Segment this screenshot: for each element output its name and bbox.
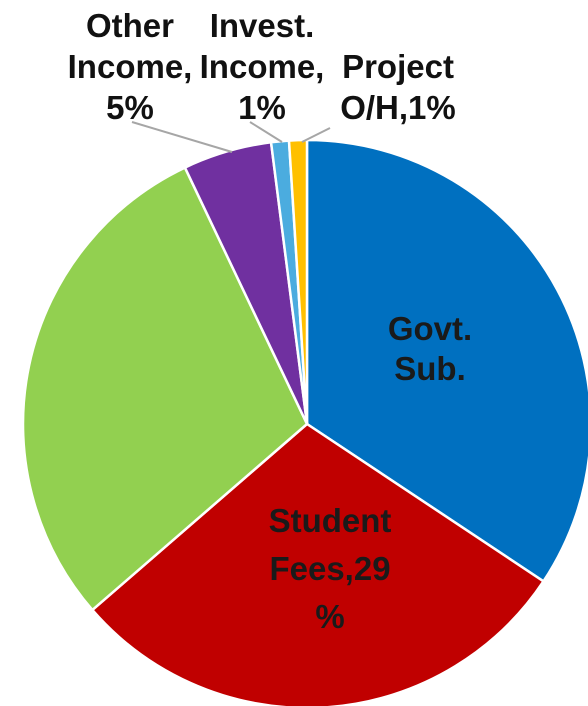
pie-slices [21,138,588,706]
data-label-line: O/H,1% [340,89,456,126]
data-label-line: 1% [238,89,286,126]
data-label-line: Project [342,48,454,85]
data-label-student-fees: Student Fees,29% [269,502,392,635]
data-label-line: 5% [106,89,154,126]
leader-line-other-income [131,121,233,153]
pie-slice-student-fees [90,422,546,706]
data-label-line: Other [86,7,174,44]
leader-line-project-o-h [301,127,331,143]
data-label-line: Invest. [210,7,315,44]
data-label-line: Fees,29 [269,550,390,587]
leader-line-invest-income [249,121,283,143]
data-label-line: % [315,598,344,635]
data-label-line: Income, [200,48,325,85]
data-label-govt-sub: Govt. Sub. [388,310,472,387]
data-label-line: Sub. [394,350,466,387]
pie-slice-slice-2 [21,165,309,612]
data-label-line: Govt. [388,310,472,347]
data-label-line: Student [269,502,392,539]
data-label-project-o-h: Project O/H,1% [340,48,456,126]
leader-lines [131,121,331,153]
data-label-other-income: Other Income, 5% [68,7,193,126]
data-label-invest-income: Invest. Income, 1% [200,7,325,126]
pie-slice-govt-sub [305,138,588,584]
data-label-line: Income, [68,48,193,85]
slice-labels: Govt. Sub. Student Fees,29 % Other Income, 5% In… [68,7,473,635]
